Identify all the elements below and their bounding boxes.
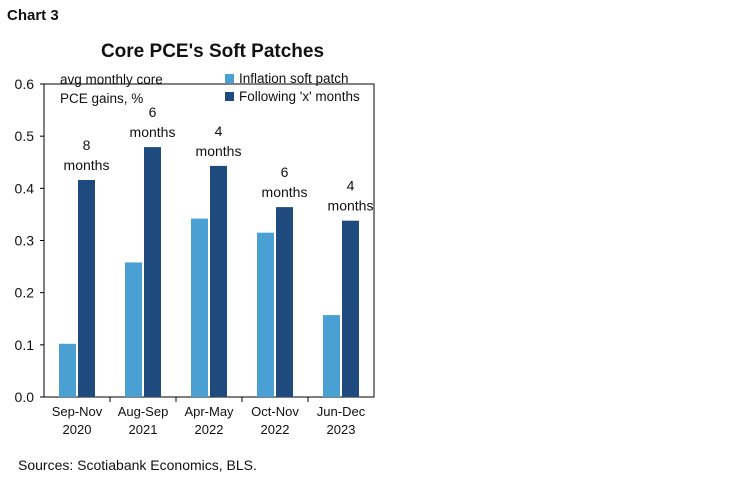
- bar-annotation-count: 6: [149, 104, 157, 120]
- bar-soft-patch: [191, 218, 208, 397]
- bar-annotation-count: 8: [83, 137, 91, 153]
- x-tick-label: Oct-Nov: [251, 404, 299, 419]
- x-tick-label: Apr-May: [184, 404, 234, 419]
- y-tick-label: 0.6: [15, 76, 35, 92]
- y-tick-label: 0.1: [15, 337, 35, 353]
- bar-annotation-count: 4: [347, 178, 355, 194]
- bar-following: [276, 207, 293, 397]
- bar-annotation-count: 6: [281, 164, 289, 180]
- x-tick-label: Sep-Nov: [52, 404, 103, 419]
- y-axis-label: avg monthly core: [60, 72, 163, 87]
- y-tick-label: 0.0: [15, 389, 35, 405]
- bar-annotation-unit: months: [130, 124, 176, 140]
- bar-following: [342, 220, 359, 397]
- bar-soft-patch: [125, 262, 142, 397]
- bar-annotation-count: 4: [215, 123, 223, 139]
- bar-soft-patch: [59, 343, 76, 397]
- bar-following: [210, 165, 227, 397]
- x-tick-label: 2023: [327, 422, 356, 437]
- bar-following: [144, 147, 161, 397]
- y-axis-label: PCE gains, %: [60, 91, 143, 106]
- bar-following: [78, 179, 95, 397]
- source-note: Sources: Scotiabank Economics, BLS.: [18, 457, 257, 473]
- legend-swatch: [225, 74, 234, 83]
- bar-annotation-unit: months: [196, 143, 242, 159]
- chart-number-label: Chart 3: [7, 7, 59, 24]
- legend-entry: Following 'x' months: [239, 89, 360, 104]
- legend-swatch: [225, 92, 234, 101]
- y-tick-label: 0.5: [15, 128, 35, 144]
- bar-soft-patch: [257, 232, 274, 397]
- x-tick-label: 2022: [195, 422, 224, 437]
- x-tick-label: Jun-Dec: [317, 404, 366, 419]
- legend-entry: Inflation soft patch: [239, 71, 349, 86]
- bar-soft-patch: [323, 315, 340, 397]
- bar-annotation-unit: months: [262, 184, 308, 200]
- x-tick-label: 2021: [129, 422, 158, 437]
- x-tick-label: Aug-Sep: [118, 404, 169, 419]
- y-tick-label: 0.2: [15, 285, 35, 301]
- y-tick-label: 0.3: [15, 233, 35, 249]
- x-tick-label: 2022: [261, 422, 290, 437]
- chart-title: Core PCE's Soft Patches: [100, 41, 325, 62]
- x-tick-label: 2020: [63, 422, 92, 437]
- y-tick-label: 0.4: [15, 180, 35, 196]
- bar-annotation-unit: months: [64, 157, 110, 173]
- bar-annotation-unit: months: [328, 198, 374, 214]
